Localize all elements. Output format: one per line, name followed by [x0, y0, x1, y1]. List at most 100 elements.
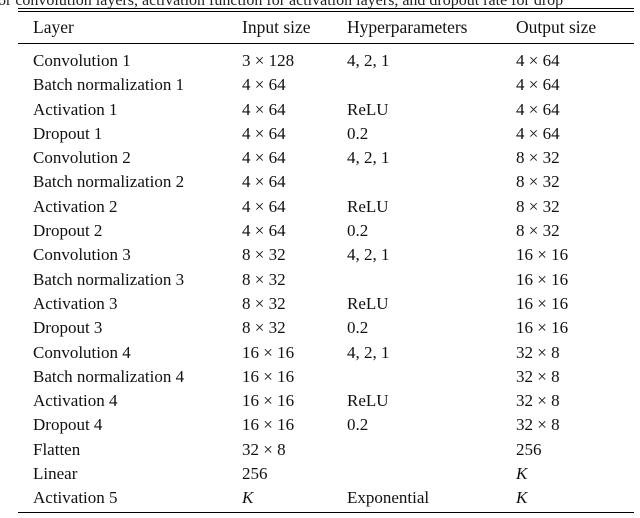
- cell-output-size: K: [516, 464, 528, 484]
- cell-hyperparameters: Exponential: [347, 488, 430, 508]
- cell-output-size: 8 × 32: [516, 221, 560, 241]
- cell-input-size: 16 × 16: [242, 415, 295, 435]
- cell-output-size: 32 × 8: [516, 366, 560, 386]
- cell-hyperparameters: ReLU: [347, 99, 389, 119]
- table-row: Batch normalization 3 8 × 32 16 × 16: [18, 268, 634, 292]
- cell-hyperparameters: 4, 2, 1: [347, 51, 390, 70]
- caption-text: or convolution layers, activation functi…: [0, 0, 640, 8]
- table-row: Batch normalization 2 4 × 64 8 × 32: [18, 170, 634, 194]
- cell-input-size: 16 × 16: [242, 391, 295, 411]
- cell-input-size: 256: [242, 464, 268, 484]
- cell-output-size: 4 × 64: [516, 99, 560, 119]
- table-header-row: Layer Input size Hyperparameters Output …: [18, 12, 634, 43]
- cell-layer: Activation 3: [33, 293, 118, 313]
- cell-hyperparameters: [347, 268, 516, 292]
- cell-output-size: 4 × 64: [516, 75, 560, 95]
- table-row: Dropout 2 4 × 64 0.2 8 × 32: [18, 219, 634, 243]
- cell-hyperparameters: [347, 170, 516, 194]
- cell-output-size: 256: [516, 439, 542, 459]
- cell-layer: Convolution 2: [33, 148, 131, 168]
- cell-input-size: 4 × 64: [242, 221, 286, 241]
- cell-layer: Flatten: [33, 439, 81, 459]
- cell-hyperparameters: 4, 2, 1: [347, 148, 390, 168]
- cell-hyperparameters: [347, 73, 516, 97]
- cell-hyperparameters: ReLU: [347, 196, 389, 216]
- table-row: Flatten 32 × 8 256: [18, 438, 634, 462]
- cell-input-size: 16 × 16: [242, 342, 295, 362]
- cell-layer: Dropout 2: [33, 221, 103, 241]
- table-row: Dropout 4 16 × 16 0.2 32 × 8: [18, 413, 634, 437]
- cell-hyperparameters: 0.2: [347, 123, 369, 143]
- cell-input-size: 4 × 64: [242, 99, 286, 119]
- cell-layer: Dropout 4: [33, 415, 103, 435]
- cell-input-size: 4 × 64: [242, 172, 286, 192]
- cell-hyperparameters: [347, 365, 516, 389]
- table-row: Dropout 1 4 × 64 0.2 4 × 64: [18, 122, 634, 146]
- table-caption-fragment: or convolution layers, activation functi…: [0, 0, 640, 8]
- cell-hyperparameters: [347, 438, 516, 462]
- table-row: Convolution 1 3 × 128 4, 2, 1 4 × 64: [18, 49, 634, 73]
- cell-input-size: K: [242, 488, 254, 508]
- cell-layer: Batch normalization 3: [33, 269, 185, 289]
- table-row: Activation 1 4 × 64 ReLU 4 × 64: [18, 98, 634, 122]
- table-top-rule: [18, 8, 634, 12]
- table-row: Dropout 3 8 × 32 0.2 16 × 16: [18, 316, 634, 340]
- cell-input-size: 8 × 32: [242, 318, 286, 338]
- cell-output-size: 16 × 16: [516, 318, 569, 338]
- table-body: Convolution 1 3 × 128 4, 2, 1 4 × 64 Bat…: [18, 44, 634, 511]
- cell-hyperparameters: 4, 2, 1: [347, 245, 390, 265]
- cell-output-size: 8 × 32: [516, 172, 560, 192]
- cell-input-size: 8 × 32: [242, 245, 286, 265]
- cell-output-size: K: [516, 488, 528, 508]
- column-header-layer: Layer: [33, 17, 74, 37]
- table-row: Batch normalization 1 4 × 64 4 × 64: [18, 73, 634, 97]
- cell-layer: Dropout 1: [33, 123, 103, 143]
- cell-layer: Activation 1: [33, 99, 118, 119]
- cell-layer: Batch normalization 2: [33, 172, 185, 192]
- cell-hyperparameters: 4, 2, 1: [347, 342, 390, 362]
- column-header-input-size: Input size: [242, 17, 311, 37]
- cell-output-size: 32 × 8: [516, 415, 560, 435]
- cell-layer: Activation 2: [33, 196, 118, 216]
- table-row: Convolution 4 16 × 16 4, 2, 1 32 × 8: [18, 341, 634, 365]
- table-header-rule: [18, 43, 634, 44]
- cell-output-size: 16 × 16: [516, 245, 569, 265]
- cell-input-size: 8 × 32: [242, 269, 286, 289]
- table-row: Convolution 3 8 × 32 4, 2, 1 16 × 16: [18, 243, 634, 267]
- table-row: Activation 2 4 × 64 ReLU 8 × 32: [18, 195, 634, 219]
- cell-hyperparameters: 0.2: [347, 318, 369, 338]
- cell-input-size: 8 × 32: [242, 293, 286, 313]
- cell-output-size: 4 × 64: [516, 51, 560, 70]
- cell-hyperparameters: ReLU: [347, 293, 389, 313]
- cell-hyperparameters: [347, 462, 516, 486]
- table-row: Activation 4 16 × 16 ReLU 32 × 8: [18, 389, 634, 413]
- table-row: Linear 256 K: [18, 462, 634, 486]
- cell-output-size: 16 × 16: [516, 269, 569, 289]
- cell-layer: Convolution 4: [33, 342, 131, 362]
- cell-input-size: 4 × 64: [242, 196, 286, 216]
- cell-input-size: 32 × 8: [242, 439, 286, 459]
- cell-input-size: 4 × 64: [242, 148, 286, 168]
- cell-input-size: 16 × 16: [242, 366, 295, 386]
- table-row: Convolution 2 4 × 64 4, 2, 1 8 × 32: [18, 146, 634, 170]
- cell-layer: Batch normalization 1: [33, 75, 185, 95]
- cell-layer: Batch normalization 4: [33, 366, 185, 386]
- table-row: Activation 5 K Exponential K: [18, 486, 634, 510]
- column-header-output-size: Output size: [516, 17, 597, 37]
- cell-output-size: 8 × 32: [516, 196, 560, 216]
- cell-hyperparameters: ReLU: [347, 391, 389, 411]
- cell-hyperparameters: 0.2: [347, 415, 369, 435]
- cell-layer: Convolution 3: [33, 245, 131, 265]
- cell-layer: Dropout 3: [33, 318, 103, 338]
- cell-layer: Activation 4: [33, 391, 118, 411]
- cell-output-size: 32 × 8: [516, 391, 560, 411]
- cell-input-size: 3 × 128: [242, 51, 295, 70]
- cell-output-size: 8 × 32: [516, 148, 560, 168]
- cell-input-size: 4 × 64: [242, 123, 286, 143]
- cell-layer: Linear: [33, 464, 78, 484]
- cell-layer: Convolution 1: [33, 51, 131, 70]
- table-row: Activation 3 8 × 32 ReLU 16 × 16: [18, 292, 634, 316]
- layer-architecture-table: Layer Input size Hyperparameters Output …: [18, 8, 634, 513]
- cell-output-size: 4 × 64: [516, 123, 560, 143]
- cell-output-size: 16 × 16: [516, 293, 569, 313]
